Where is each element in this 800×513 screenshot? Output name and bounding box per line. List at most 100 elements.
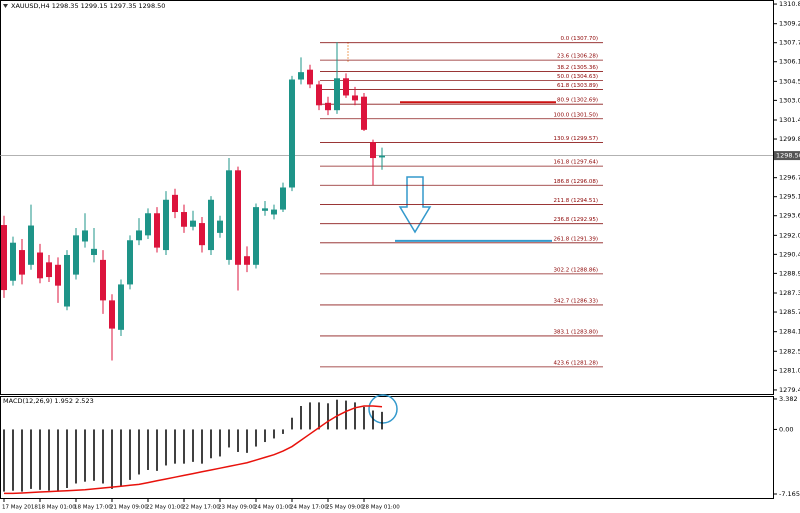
y-tick-label: 1284.15	[779, 328, 800, 336]
candle-body	[235, 170, 241, 265]
candle-body	[307, 69, 313, 85]
fib-label: 23.6 (1306.28)	[557, 54, 598, 60]
x-tick-label: 18 May 01:00	[38, 505, 76, 511]
candle-body	[145, 213, 151, 236]
y-tick-label: 1279.40	[779, 386, 800, 394]
y-tick-label: 1281.00	[779, 366, 800, 374]
candle-body	[271, 209, 277, 215]
candle-body	[64, 254, 70, 307]
candle-body	[334, 78, 340, 111]
candle-body	[82, 230, 88, 242]
fib-label: 186.8 (1296.08)	[553, 179, 598, 185]
candle-body	[19, 250, 25, 275]
candle-body	[316, 84, 322, 106]
y-tick-label: 1282.55	[779, 347, 800, 355]
highlight-circle	[368, 394, 398, 424]
candle-body	[262, 208, 268, 211]
y-tick-label: 1290.45	[779, 250, 800, 258]
down-arrow	[398, 176, 432, 234]
fib-label: 50.0 (1304.63)	[557, 74, 598, 80]
candle-body	[1, 225, 7, 291]
fib-label: 130.9 (1299.57)	[553, 136, 598, 142]
candle-body	[46, 262, 52, 278]
candle-body	[208, 199, 214, 251]
y-tick-label: 3.382	[779, 395, 798, 403]
candle-body	[343, 78, 349, 96]
current-price-tag	[774, 151, 800, 161]
y-tick-label: 1288.90	[779, 269, 800, 277]
fib-label: 302.2 (1288.86)	[553, 267, 598, 273]
candle-body	[73, 235, 79, 275]
fib-label: 261.8 (1291.39)	[553, 236, 598, 242]
candle-body	[100, 259, 106, 301]
y-tick-label: 1293.60	[779, 212, 800, 220]
fib-label: 211.8 (1294.51)	[553, 198, 598, 204]
fib-label: 80.9 (1302.69)	[557, 98, 598, 104]
y-tick-label: 0.00	[779, 425, 793, 433]
x-tick-label: 18 May 17:00	[74, 505, 112, 511]
candle-body	[253, 207, 259, 265]
fib-label: 38.2 (1305.36)	[557, 65, 598, 71]
y-tick-label: 1285.75	[779, 308, 800, 316]
candle-body	[181, 212, 187, 227]
y-tick-label: 1299.85	[779, 135, 800, 143]
y-tick-label: 1295.15	[779, 193, 800, 201]
y-tick-label: 1303.00	[779, 96, 800, 104]
current-price-label: 1298.50	[776, 152, 800, 160]
fib-label: 423.6 (1281.28)	[553, 360, 598, 366]
x-tick-label: 21 May 09:00	[110, 505, 148, 511]
candle-body	[199, 223, 205, 246]
candle-body	[325, 102, 331, 111]
candle-body	[190, 220, 196, 227]
fib-label: 61.8 (1303.89)	[557, 83, 598, 89]
fib-label: 383.1 (1283.80)	[553, 329, 598, 335]
fib-label: 161.8 (1297.64)	[553, 160, 598, 166]
candle-body	[370, 142, 376, 159]
x-tick-label: 24 May 17:00	[290, 505, 328, 511]
candle-body	[28, 225, 34, 265]
fib-label: 0.0 (1307.70)	[560, 36, 598, 42]
x-tick-label: 24 May 01:00	[254, 505, 292, 511]
x-tick-label: 25 May 09:00	[326, 505, 364, 511]
candle-body	[109, 300, 115, 329]
x-tick-label: 23 May 09:00	[218, 505, 256, 511]
y-tick-label: 1310.85	[779, 0, 800, 8]
fib-label: 236.8 (1292.95)	[553, 217, 598, 223]
candle-body	[280, 187, 286, 210]
macd-panel	[0, 396, 774, 499]
chart-title: XAUUSD,H4 1298.35 1299.15 1297.35 1298.5…	[11, 2, 165, 10]
symbol-icon	[3, 4, 8, 8]
candle-body	[361, 96, 367, 130]
candle-body	[289, 79, 295, 188]
x-tick-label: 28 May 01:00	[362, 505, 400, 511]
candle-body	[10, 242, 16, 281]
y-tick-label: 1292.00	[779, 231, 800, 239]
y-tick-label: -7.165	[779, 490, 800, 498]
candle-body	[118, 284, 124, 330]
candle-body	[217, 220, 223, 233]
candle-body	[352, 95, 358, 101]
candle-body	[298, 72, 304, 80]
candle-body	[37, 252, 43, 279]
candle-body	[91, 248, 97, 255]
fib-label: 342.7 (1286.33)	[553, 298, 598, 304]
candle-body	[163, 199, 169, 251]
candle-body	[127, 240, 133, 285]
x-tick-label: 17 May 2018	[2, 505, 38, 511]
main-panel	[0, 0, 774, 395]
candle-body	[379, 155, 385, 158]
candle-body	[244, 256, 250, 265]
signal-line	[4, 405, 383, 495]
candle-body	[172, 194, 178, 213]
y-tick-label: 1306.15	[779, 58, 800, 66]
x-tick-label: 22 May 01:00	[146, 505, 184, 511]
y-tick-label: 1309.25	[779, 20, 800, 28]
candle-body	[55, 264, 61, 286]
y-tick-label: 1301.40	[779, 116, 800, 124]
candle-body	[154, 213, 160, 248]
fib-label: 100.0 (1301.50)	[553, 112, 598, 118]
y-tick-label: 1307.70	[779, 39, 800, 47]
y-tick-label: 1304.55	[779, 77, 800, 85]
y-tick-label: 1287.30	[779, 289, 800, 297]
